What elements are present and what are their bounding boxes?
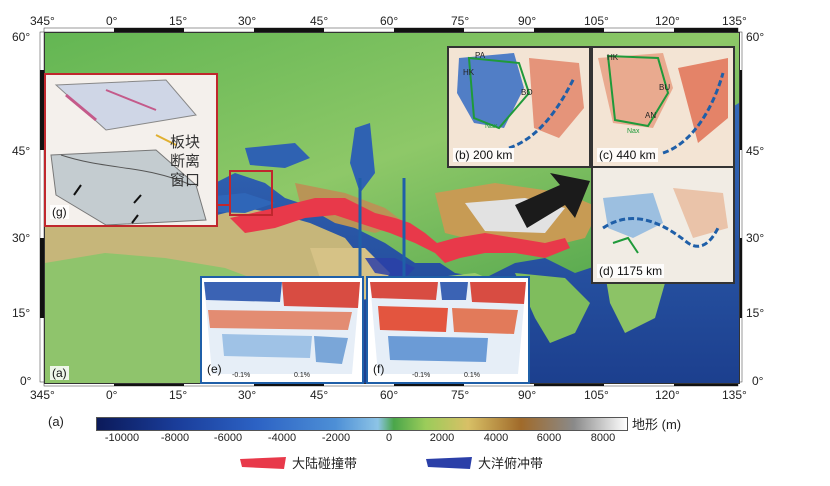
inset-g-text: 板块 断离 窗口 xyxy=(170,133,200,190)
left-lat-label: 60° xyxy=(12,30,31,44)
legend-continental-collision: 大陆碰撞带 xyxy=(238,453,357,472)
tomography-440km xyxy=(593,48,733,166)
inset-b-label: (b) 200 km xyxy=(453,148,515,162)
mark-an: AN xyxy=(645,111,657,120)
inset-d-1175km: (d) 1175 km xyxy=(591,166,735,284)
colorbar-tick: -10000 xyxy=(104,432,140,444)
inset-f-cross-section: (f) -0.1% 0.1% xyxy=(366,276,530,384)
bottom-lon-label: 90° xyxy=(518,388,537,402)
left-lat-label: 15° xyxy=(12,306,31,320)
colorbar-panel-label: (a) xyxy=(48,414,64,429)
inset-g-line: 断离 xyxy=(170,152,201,170)
cross-section-f xyxy=(370,282,526,374)
legend-oceanic-subduction: 大洋俯冲带 xyxy=(424,453,543,472)
top-lon-label: 345° xyxy=(30,14,55,28)
tomography-1175km xyxy=(593,168,733,282)
inset-e-max: 0.1% xyxy=(294,372,310,379)
inset-g-line: 板块 xyxy=(170,133,201,151)
colorbar-tick: -6000 xyxy=(213,432,243,444)
mark-nax: Nax xyxy=(627,128,640,135)
bottom-lon-label: 135° xyxy=(722,388,747,402)
bottom-lon-label: 30° xyxy=(238,388,257,402)
mark-nax: Nax xyxy=(485,123,498,130)
colorbar-unit-label: 地形 (m) xyxy=(632,417,682,432)
inset-g-slab-window: 板块 断离 窗口 (g) xyxy=(44,73,218,227)
top-lon-label: 90° xyxy=(518,14,537,28)
inset-e-label: (e) xyxy=(207,362,222,376)
colorbar-tick: -4000 xyxy=(267,432,297,444)
left-lat-label: 30° xyxy=(12,231,31,245)
top-lon-label: 60° xyxy=(380,14,399,28)
cross-section-e xyxy=(204,282,360,374)
inset-f-label: (f) xyxy=(373,362,385,376)
collision-swatch-icon xyxy=(240,456,286,469)
colorbar-tick: 4000 xyxy=(483,432,509,444)
top-lon-label: 30° xyxy=(238,14,257,28)
inset-f-min: -0.1% xyxy=(412,372,431,379)
colorbar-tick: 8000 xyxy=(590,432,616,444)
bottom-lon-label: 105° xyxy=(584,388,609,402)
inset-c-label: (c) 440 km xyxy=(597,148,658,162)
right-lat-label: 15° xyxy=(746,306,765,320)
left-lat-label: 0° xyxy=(20,374,32,388)
inset-g-line: 窗口 xyxy=(170,171,201,189)
inset-b-200km: PA HK BO Nax (b) 200 km xyxy=(447,46,591,168)
mark-hk: HK xyxy=(463,68,475,77)
bottom-lon-label: 45° xyxy=(310,388,329,402)
subduction-swatch-icon xyxy=(426,456,472,469)
bottom-lon-label: 75° xyxy=(451,388,470,402)
top-lon-label: 105° xyxy=(584,14,609,28)
mark-hk: HK xyxy=(607,53,619,62)
right-lat-label: 45° xyxy=(746,144,765,158)
colorbar-tick: 0 xyxy=(385,432,393,444)
top-lon-label: 45° xyxy=(310,14,329,28)
tomography-200km xyxy=(449,48,589,166)
colorbar-tick: -8000 xyxy=(160,432,190,444)
legend-continental-label: 大陆碰撞带 xyxy=(292,456,358,471)
top-lon-label: 120° xyxy=(655,14,680,28)
panel-a-label: (a) xyxy=(50,366,69,380)
colorbar-tick: 6000 xyxy=(536,432,562,444)
colorbar-tick: 2000 xyxy=(429,432,455,444)
mark-bo: BO xyxy=(521,88,533,97)
mark-bu: BU xyxy=(659,83,671,92)
right-lat-label: 60° xyxy=(746,30,765,44)
inset-g-label: (g) xyxy=(50,205,69,219)
inset-e-min: -0.1% xyxy=(232,372,251,379)
mark-pa: PA xyxy=(475,51,486,60)
top-lon-label: 0° xyxy=(106,14,118,28)
inset-c-440km: HK BU AN Nax (c) 440 km xyxy=(591,46,735,168)
inset-e-cross-section: (e) -0.1% 0.1% xyxy=(200,276,364,384)
right-lat-label: 0° xyxy=(752,374,764,388)
colorbar-tick: -2000 xyxy=(321,432,351,444)
left-lat-label: 45° xyxy=(12,144,31,158)
topography-colorbar xyxy=(96,417,628,431)
bottom-lon-label: 345° xyxy=(30,388,55,402)
bottom-lon-label: 15° xyxy=(169,388,188,402)
top-lon-label: 15° xyxy=(169,14,188,28)
top-lon-label: 135° xyxy=(722,14,747,28)
bottom-lon-label: 120° xyxy=(655,388,680,402)
bottom-lon-label: 60° xyxy=(380,388,399,402)
legend-oceanic-label: 大洋俯冲带 xyxy=(478,456,544,471)
slab-window-sketch xyxy=(50,79,207,225)
inset-f-max: 0.1% xyxy=(464,372,480,379)
right-lat-label: 30° xyxy=(746,231,765,245)
bottom-lon-label: 0° xyxy=(106,388,118,402)
top-lon-label: 75° xyxy=(451,14,470,28)
inset-d-label: (d) 1175 km xyxy=(597,264,665,278)
